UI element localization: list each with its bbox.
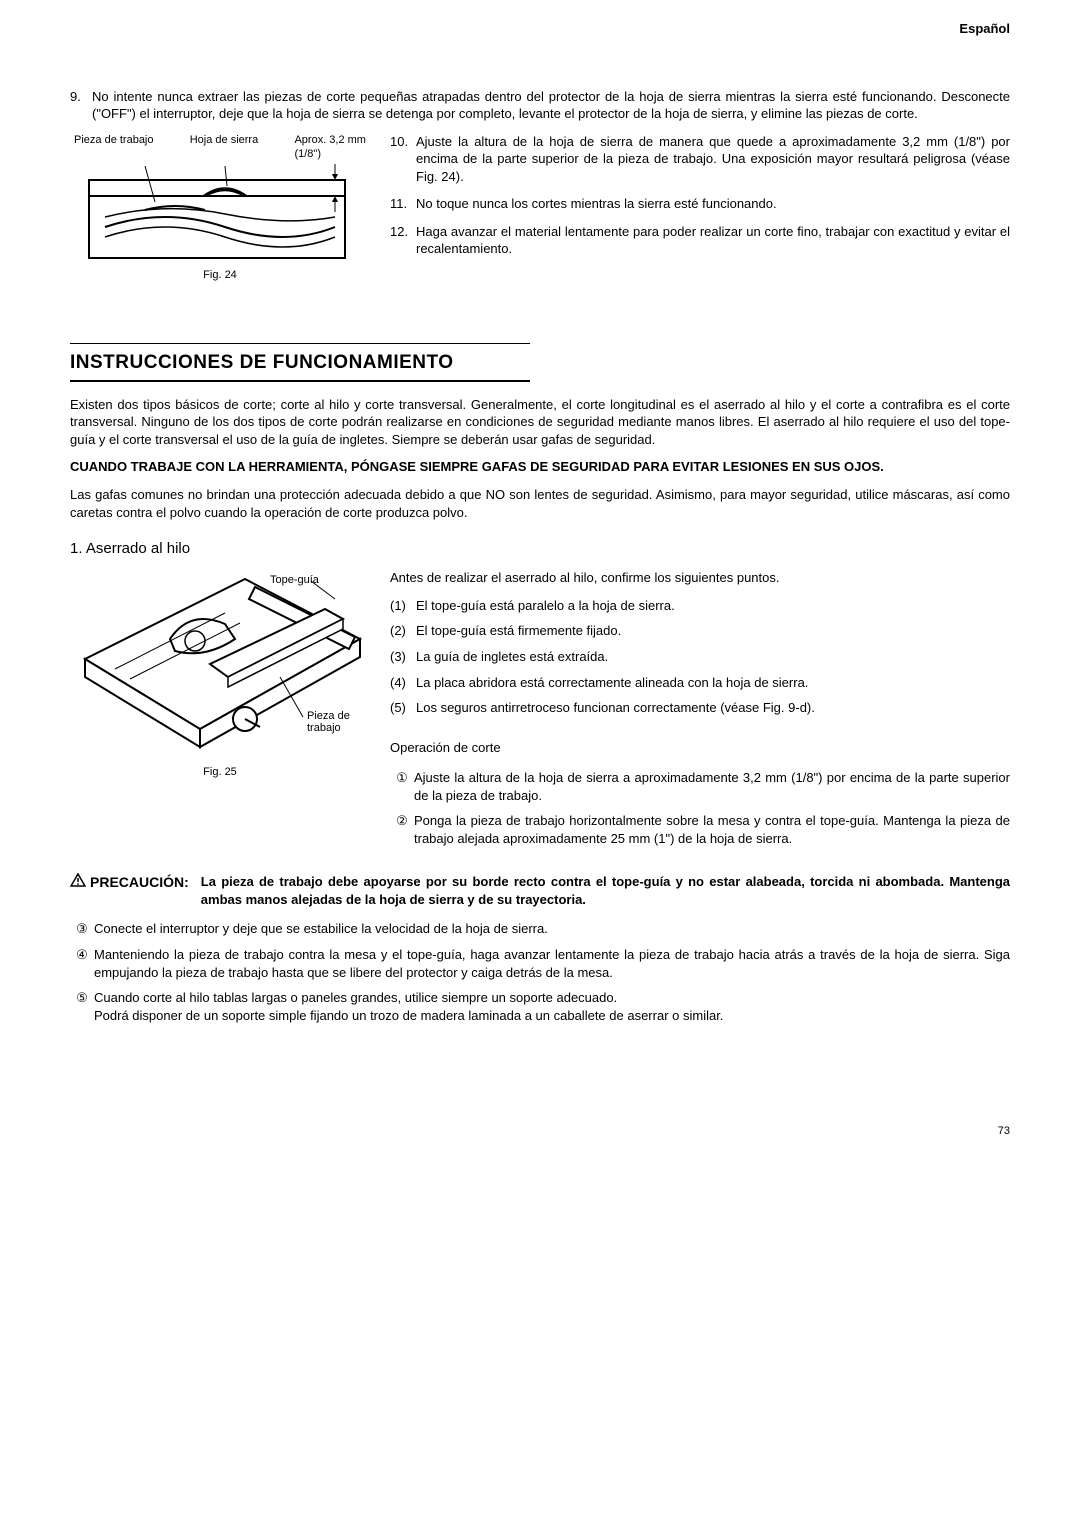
- figure-24: Pieza de trabajo Hoja de sierra Aprox. 3…: [70, 133, 370, 284]
- fig25-diagram: Tope-guía Pieza de trabajo: [75, 569, 365, 759]
- check-item: (4)La placa abridora está correctamente …: [390, 674, 1010, 692]
- item-text: No intente nunca extraer las piezas de c…: [92, 88, 1010, 123]
- svg-text:Pieza de: Pieza de: [307, 710, 350, 722]
- rip-cut-body: Antes de realizar el aserrado al hilo, c…: [390, 569, 1010, 855]
- fig25-caption: Fig. 25: [70, 765, 370, 780]
- step-item: ①Ajuste la altura de la hoja de sierra a…: [390, 769, 1010, 804]
- list-item-10: 10. Ajuste la altura de la hoja de sierr…: [390, 133, 1010, 186]
- caution-block: PRECAUCIÓN: La pieza de trabajo debe apo…: [70, 873, 1010, 908]
- precheck-text: Antes de realizar el aserrado al hilo, c…: [390, 569, 1010, 587]
- safety-glasses-warning: CUANDO TRABAJE CON LA HERRAMIENTA, PÓNGA…: [70, 458, 1010, 476]
- warning-icon: [70, 873, 86, 892]
- check-item: (5)Los seguros antirretroceso funcionan …: [390, 699, 1010, 717]
- caution-body: La pieza de trabajo debe apoyarse por su…: [201, 873, 1010, 908]
- figure-25: Tope-guía Pieza de trabajo Fig.: [70, 569, 370, 855]
- fig24-label-blade: Hoja de sierra: [190, 133, 258, 163]
- page-number: 73: [70, 1124, 1010, 1139]
- steps-3-5: ③Conecte el interruptor y deje que se es…: [70, 920, 1010, 1024]
- fig24-diagram: [85, 162, 355, 262]
- glasses-paragraph: Las gafas comunes no brindan una protecc…: [70, 486, 1010, 521]
- svg-text:trabajo: trabajo: [307, 722, 341, 734]
- step-item: ②Ponga la pieza de trabajo horizontalmen…: [390, 812, 1010, 847]
- step-item: ③Conecte el interruptor y deje que se es…: [70, 920, 1010, 938]
- intro-paragraph: Existen dos tipos básicos de corte; cort…: [70, 396, 1010, 449]
- list-item-11: 11. No toque nunca los cortes mientras l…: [390, 195, 1010, 213]
- fig24-label-gap: Aprox. 3,2 mm (1/8"): [294, 133, 366, 163]
- operation-heading: Operación de corte: [390, 739, 1010, 757]
- figure-25-row: Tope-guía Pieza de trabajo Fig.: [70, 569, 1010, 855]
- items-10-12: 10. Ajuste la altura de la hoja de sierr…: [390, 133, 1010, 284]
- check-item: (2)El tope-guía está firmemente fijado.: [390, 622, 1010, 640]
- fig24-caption: Fig. 24: [70, 268, 370, 283]
- figure-24-row: Pieza de trabajo Hoja de sierra Aprox. 3…: [70, 133, 1010, 284]
- list-item-12: 12. Haga avanzar el material lentamente …: [390, 223, 1010, 258]
- svg-text:Tope-guía: Tope-guía: [270, 574, 320, 586]
- language-header: Español: [70, 20, 1010, 38]
- steps-1-2: ①Ajuste la altura de la hoja de sierra a…: [390, 769, 1010, 847]
- item-number: 9.: [70, 88, 92, 123]
- fig24-label-workpiece: Pieza de trabajo: [74, 133, 154, 163]
- section-title: INSTRUCCIONES DE FUNCIONAMIENTO: [70, 343, 530, 382]
- subsection-heading: 1. Aserrado al hilo: [70, 539, 1010, 559]
- caution-label: PRECAUCIÓN:: [70, 873, 189, 908]
- list-item-9: 9. No intente nunca extraer las piezas d…: [70, 88, 1010, 123]
- check-item: (1)El tope-guía está paralelo a la hoja …: [390, 597, 1010, 615]
- step-item: ④Manteniendo la pieza de trabajo contra …: [70, 946, 1010, 981]
- check-item: (3)La guía de ingletes está extraída.: [390, 648, 1010, 666]
- step-item: ⑤Cuando corte al hilo tablas largas o pa…: [70, 989, 1010, 1024]
- check-list: (1)El tope-guía está paralelo a la hoja …: [390, 597, 1010, 717]
